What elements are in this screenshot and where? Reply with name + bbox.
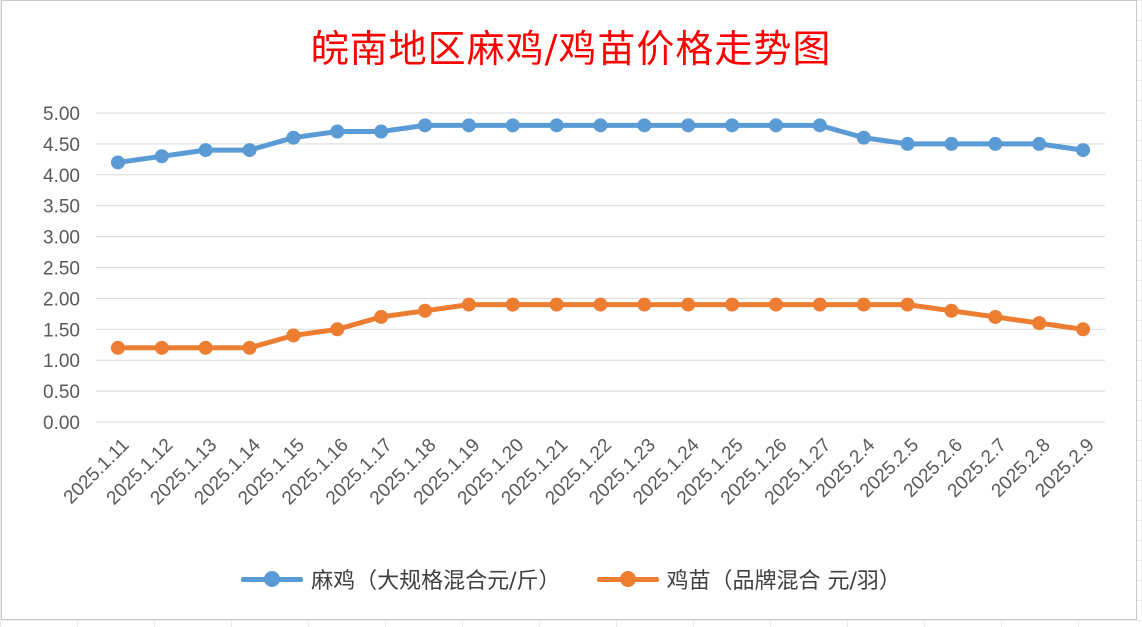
series-1-point-21 <box>1032 136 1047 151</box>
series-2-point-20 <box>988 309 1003 324</box>
series-2-point-3 <box>242 340 257 355</box>
series-1-point-11 <box>593 118 608 133</box>
y-tick-label-9: 4.50 <box>43 135 80 156</box>
series-1-point-13 <box>681 118 696 133</box>
legend-label-series-2: 鸡苗（品牌混合 元/羽） <box>666 569 901 594</box>
series-1-point-22 <box>1076 143 1091 158</box>
series-1-point-8 <box>461 118 476 133</box>
series-1-point-12 <box>637 118 652 133</box>
series-1-point-4 <box>286 130 301 145</box>
legend-swatch-icon-series-2 <box>596 569 659 589</box>
y-tick-label-2: 1.00 <box>43 351 80 372</box>
legend-item-series-2: 鸡苗（品牌混合 元/羽） <box>596 563 901 595</box>
y-tick-label-7: 3.50 <box>43 197 80 218</box>
series-1-point-19 <box>944 136 959 151</box>
series-2-point-2 <box>198 340 213 355</box>
series-2-point-5 <box>330 322 345 337</box>
series-1-point-0 <box>110 155 125 170</box>
series-2-point-14 <box>725 297 740 312</box>
series-2-point-18 <box>900 297 915 312</box>
y-tick-label-6: 3.00 <box>43 228 80 249</box>
series-2-point-22 <box>1076 322 1091 337</box>
series-2-point-6 <box>374 309 389 324</box>
y-tick-label-0: 0.00 <box>43 413 80 434</box>
series-1-point-20 <box>988 136 1003 151</box>
chart-legend: 麻鸡（大规格混合元/斤） 鸡苗（品牌混合 元/羽） <box>0 563 1142 595</box>
series-2-point-0 <box>110 340 125 355</box>
legend-label-series-1: 麻鸡（大规格混合元/斤） <box>311 569 561 594</box>
legend-item-series-1: 麻鸡（大规格混合元/斤） <box>241 563 561 595</box>
series-2-point-10 <box>549 297 564 312</box>
series-2-point-21 <box>1032 316 1047 331</box>
series-1-point-18 <box>900 136 915 151</box>
series-2-point-16 <box>812 297 827 312</box>
series-1-point-15 <box>768 118 783 133</box>
y-tick-label-4: 2.00 <box>43 289 80 310</box>
chart-title: 皖南地区麻鸡/鸡苗价格走势图 <box>310 27 832 71</box>
series-2-point-1 <box>154 340 169 355</box>
series-1-point-1 <box>154 149 169 164</box>
series-2-point-4 <box>286 328 301 343</box>
series-1-point-10 <box>549 118 564 133</box>
series-2-point-13 <box>681 297 696 312</box>
series-2-point-15 <box>768 297 783 312</box>
series-2-point-9 <box>505 297 520 312</box>
series-1-point-17 <box>856 130 871 145</box>
y-tick-label-1: 0.50 <box>43 382 80 403</box>
series-1-point-3 <box>242 143 257 158</box>
series-1-point-2 <box>198 143 213 158</box>
y-tick-label-3: 1.50 <box>43 320 80 341</box>
series-2-point-11 <box>593 297 608 312</box>
series-2-point-19 <box>944 303 959 318</box>
series-1-point-6 <box>374 124 389 139</box>
series-1-point-14 <box>725 118 740 133</box>
y-tick-label-10: 5.00 <box>43 104 80 125</box>
series-1-point-9 <box>505 118 520 133</box>
series-2-point-8 <box>461 297 476 312</box>
series-2-point-17 <box>856 297 871 312</box>
series-2-point-7 <box>418 303 433 318</box>
legend-swatch-icon-series-1 <box>241 569 304 589</box>
y-tick-label-5: 2.50 <box>43 259 80 280</box>
series-1-point-7 <box>418 118 433 133</box>
y-tick-label-8: 4.00 <box>43 166 80 187</box>
series-1-point-16 <box>812 118 827 133</box>
series-2-point-12 <box>637 297 652 312</box>
series-1-point-5 <box>330 124 345 139</box>
